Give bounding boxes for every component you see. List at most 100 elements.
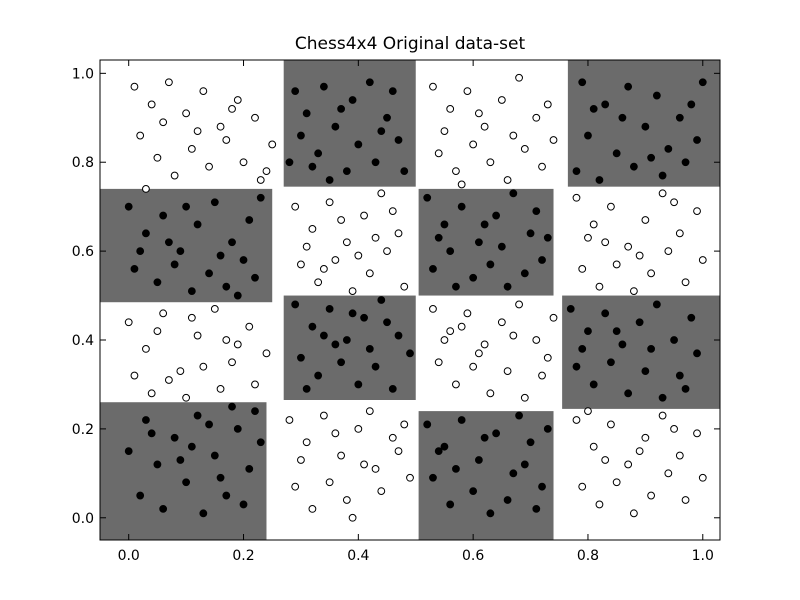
filled-point-96: [302, 384, 311, 393]
filled-point-150: [526, 438, 535, 447]
hollow-point-72: [612, 260, 621, 269]
filled-point-42: [159, 211, 168, 220]
y-tick-label-1: 0.2: [72, 422, 94, 438]
chart-title: Chess4x4 Original data-set: [294, 34, 526, 54]
hollow-point-89: [245, 322, 254, 331]
hollow-point-63: [589, 220, 598, 229]
hollow-point-159: [635, 447, 644, 456]
filled-point-34: [658, 171, 667, 180]
hollow-point-139: [365, 407, 374, 416]
dark-region-0: [283, 60, 416, 187]
hollow-point-6: [233, 96, 242, 104]
filled-point-48: [256, 193, 265, 202]
filled-point-125: [170, 433, 179, 442]
filled-point-26: [584, 131, 592, 140]
hollow-point-53: [365, 269, 374, 278]
filled-point-148: [492, 429, 501, 438]
filled-point-99: [383, 318, 391, 327]
filled-point-162: [434, 447, 443, 456]
hollow-point-3: [182, 109, 191, 118]
y-tick-label-0: 0.0: [72, 511, 94, 527]
filled-point-92: [354, 380, 363, 389]
filled-point-93: [371, 362, 380, 371]
filled-point-29: [664, 144, 673, 153]
filled-point-8: [314, 149, 323, 158]
filled-point-6: [383, 113, 391, 122]
hollow-point-22: [429, 82, 437, 91]
hollow-point-150: [578, 482, 587, 491]
filled-point-57: [136, 247, 145, 256]
filled-point-94: [388, 384, 397, 393]
filled-point-0: [291, 87, 300, 96]
filled-point-27: [612, 149, 621, 158]
filled-point-11: [297, 131, 305, 140]
filled-point-137: [216, 473, 225, 482]
filled-point-132: [256, 438, 265, 447]
hollow-point-112: [469, 362, 478, 371]
hollow-point-113: [486, 389, 495, 398]
hollow-point-13: [205, 162, 213, 171]
filled-point-56: [251, 273, 259, 282]
filled-point-141: [187, 442, 196, 451]
filled-point-55: [239, 256, 248, 264]
hollow-point-125: [337, 451, 346, 460]
filled-point-1: [302, 109, 311, 118]
plot-frame: [99, 59, 721, 541]
x-tick-label-3: 0.6: [462, 548, 484, 564]
hollow-point-118: [474, 349, 483, 358]
filled-point-85: [342, 336, 351, 344]
filled-point-113: [624, 389, 633, 398]
filled-point-35: [681, 158, 690, 167]
x-tick-label-0: 0.0: [118, 548, 140, 564]
hollow-point-92: [147, 389, 156, 398]
filled-point-145: [440, 442, 449, 451]
hollow-point-154: [647, 491, 656, 500]
hollow-point-140: [400, 420, 409, 429]
hollow-point-143: [589, 442, 598, 451]
hollow-point-95: [199, 362, 208, 371]
filled-point-72: [469, 273, 478, 282]
hollow-point-88: [228, 358, 236, 367]
hollow-point-81: [584, 233, 592, 242]
dark-region-7: [418, 411, 554, 540]
hollow-point-133: [342, 496, 351, 504]
hollow-point-77: [698, 256, 707, 264]
hollow-point-30: [434, 149, 443, 158]
filled-point-23: [652, 91, 661, 100]
filled-point-83: [308, 322, 317, 331]
filled-point-74: [503, 282, 512, 291]
filled-point-15: [400, 167, 409, 176]
hollow-point-73: [629, 287, 638, 296]
filled-point-79: [532, 207, 541, 216]
hollow-point-36: [538, 162, 546, 171]
filled-point-77: [452, 282, 460, 291]
filled-point-36: [618, 113, 627, 122]
x-tick-label-2: 0.4: [347, 548, 369, 564]
filled-point-44: [193, 220, 202, 229]
filled-point-12: [354, 140, 363, 149]
hollow-point-76: [681, 278, 690, 287]
hollow-point-20: [159, 118, 168, 127]
hollow-point-26: [497, 96, 506, 104]
filled-point-63: [440, 220, 449, 229]
filled-point-159: [452, 464, 460, 473]
filled-point-53: [205, 269, 213, 278]
filled-point-37: [647, 153, 656, 162]
filled-point-47: [245, 216, 254, 224]
hollow-point-68: [675, 229, 684, 238]
hollow-point-149: [693, 429, 701, 438]
hollow-point-130: [291, 482, 300, 491]
filled-point-153: [446, 500, 455, 509]
hollow-point-47: [377, 189, 386, 198]
hollow-point-10: [153, 153, 162, 162]
hollow-point-93: [164, 376, 173, 384]
filled-point-84: [325, 304, 334, 313]
filled-point-17: [377, 127, 386, 136]
hollow-point-148: [675, 451, 684, 460]
filled-point-41: [142, 229, 150, 238]
filled-point-86: [360, 313, 368, 322]
hollow-point-25: [480, 122, 489, 131]
hollow-point-5: [216, 122, 225, 131]
hollow-point-131: [308, 504, 317, 513]
